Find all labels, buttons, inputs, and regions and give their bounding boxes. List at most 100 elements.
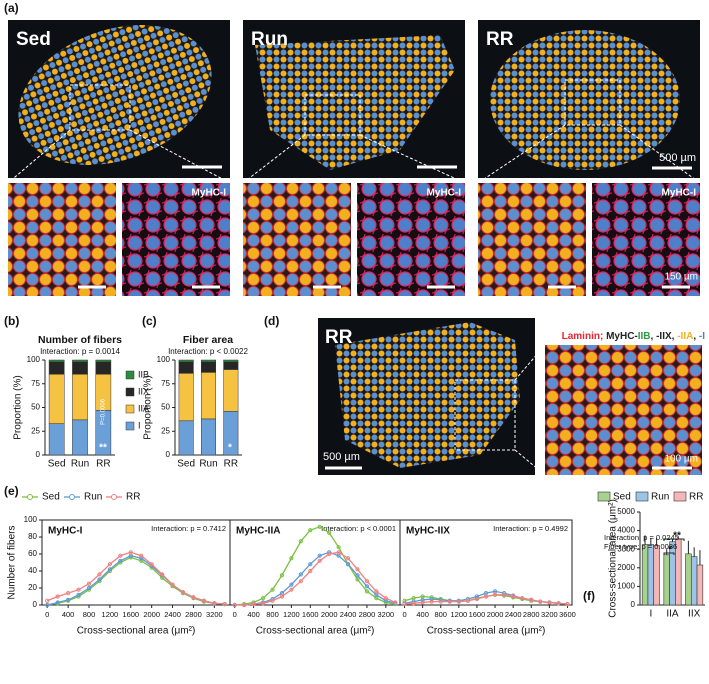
point [279, 573, 285, 578]
x-tick-label: 3200 [541, 610, 558, 619]
bar [653, 545, 660, 606]
point [355, 567, 360, 572]
point [55, 594, 60, 599]
chart-title: Number of fibers [38, 334, 122, 346]
bar-segment [178, 359, 194, 363]
bar-segment [200, 418, 217, 456]
point [222, 602, 227, 607]
x-tick-label: 400 [62, 610, 75, 619]
bar-segment [223, 361, 239, 370]
point [364, 584, 370, 589]
stain-label: MyHC-I [662, 188, 697, 199]
point [364, 579, 370, 584]
series-line [47, 555, 225, 606]
image [478, 183, 586, 296]
image [8, 183, 116, 296]
legend-label: I [138, 420, 141, 430]
legend-label: RR [689, 492, 703, 503]
x-tick-label: 2000 [321, 610, 338, 619]
muscle-section [18, 24, 212, 166]
y-tick-label: 4000 [617, 526, 635, 535]
bar [696, 564, 704, 606]
micrographs: Sed Run RR 500 µm MyHC-I MyHC-I MyHC-I 1… [7, 20, 705, 476]
x-tick-label: 1600 [122, 610, 139, 619]
muscle-section [490, 30, 680, 170]
y-axis-label: Number of fibers [7, 526, 18, 600]
bar-segment [72, 419, 88, 456]
y-tick-label: 100 [24, 515, 38, 524]
y-tick-label: 50 [161, 403, 170, 412]
point [429, 599, 434, 604]
point [298, 579, 303, 584]
y-tick-label: 2000 [617, 563, 635, 572]
stat-note: Fiber type: p = 0.0036 [604, 542, 677, 551]
bar-segment [178, 373, 194, 422]
panel-label: (b) [4, 314, 19, 328]
point [107, 562, 112, 567]
legend-label: Run [651, 492, 669, 503]
stat-note: Interaction: p = 0.0245 [604, 533, 679, 542]
y-tick-label: 0 [631, 600, 636, 609]
point [149, 562, 154, 567]
legend-part: MyHC- [603, 331, 637, 342]
bar-segment [200, 372, 217, 420]
legend-marker [69, 494, 75, 500]
point [383, 598, 388, 603]
x-tick-label: 2400 [164, 610, 181, 619]
bar [663, 554, 670, 606]
point [327, 530, 332, 535]
point [298, 539, 303, 544]
point [270, 587, 275, 592]
y-tick-label: 25 [31, 426, 40, 435]
legend-swatch [673, 491, 687, 502]
plot-frame [399, 519, 573, 606]
bar-segment [72, 374, 88, 421]
point [308, 568, 313, 574]
point [260, 596, 266, 601]
y-tick-label: 20 [28, 583, 37, 592]
legend-label: Sed [42, 492, 60, 503]
point [511, 594, 516, 599]
y-tick-label: 75 [161, 379, 170, 388]
chart-title: MyHC-IIA [236, 526, 280, 537]
point [411, 601, 416, 606]
annotation: ** [673, 531, 681, 542]
bar-segment [95, 361, 112, 375]
point [242, 602, 247, 608]
stain-label: MyHC-I [192, 188, 227, 199]
legend-swatch [125, 404, 135, 414]
x-tick-label: 2800 [523, 610, 540, 619]
legend-part: -I [699, 331, 705, 342]
y-tick-label: 100 [27, 355, 41, 364]
point [336, 550, 341, 555]
bar-segment [48, 359, 65, 363]
x-tick-label: 800 [83, 610, 96, 619]
bar-segment [48, 361, 65, 375]
point [465, 598, 470, 603]
point [270, 598, 275, 603]
point [327, 551, 332, 557]
x-axis-label: Cross-sectional area (μm²) [256, 626, 375, 637]
point [55, 600, 60, 605]
x-tick-label: 3600 [559, 610, 576, 619]
scale-label: 150 µm [664, 272, 698, 283]
point [345, 556, 351, 561]
y-axis-label: Cross-sectional area (μm²) [608, 499, 619, 618]
x-tick-label: 1200 [283, 610, 300, 619]
legend-swatch [125, 370, 135, 380]
point [139, 553, 144, 558]
y-axis-label: Proportion (%) [13, 375, 24, 439]
image-label: RR [325, 327, 353, 348]
x-tick-label: 2400 [340, 610, 357, 619]
x-axis-label: Cross-sectional area (μm²) [77, 626, 196, 637]
scale-label: 500 µm [659, 152, 696, 164]
point [128, 550, 133, 555]
legend-label: IIX [138, 386, 149, 396]
point [279, 594, 285, 599]
point [180, 590, 186, 595]
x-tick-label: 3200 [206, 610, 223, 619]
point [45, 598, 50, 603]
series-line [47, 556, 225, 606]
image-label: Run [251, 29, 288, 50]
y-tick-label: 100 [157, 355, 171, 364]
